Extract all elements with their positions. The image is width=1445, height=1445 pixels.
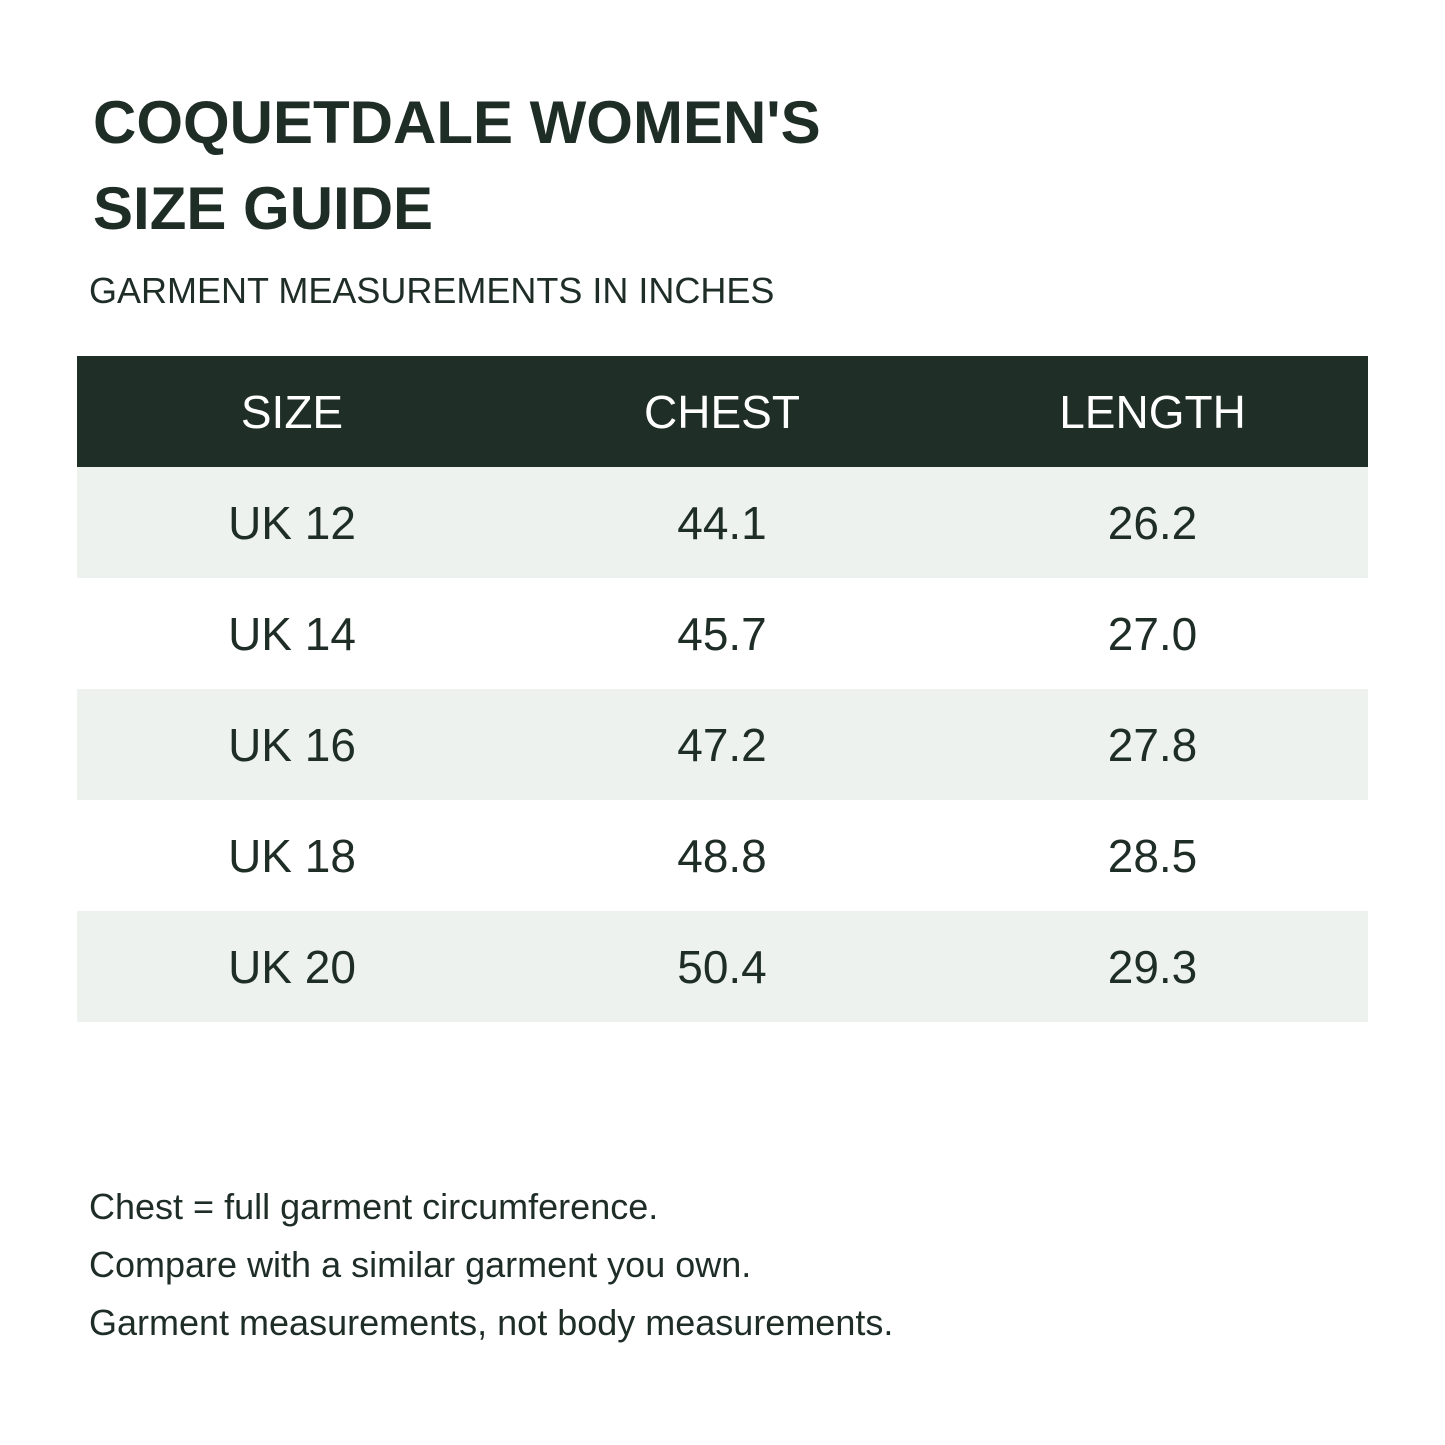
header-length: LENGTH	[937, 356, 1368, 467]
note-garment: Garment measurements, not body measureme…	[89, 1302, 894, 1343]
note-compare: Compare with a similar garment you own.	[89, 1244, 752, 1285]
cell-length: 27.8	[937, 689, 1368, 800]
cell-size: UK 14	[77, 578, 507, 689]
cell-length: 27.0	[937, 578, 1368, 689]
cell-chest: 45.7	[507, 578, 937, 689]
table-header-row: SIZE CHEST LENGTH	[77, 356, 1368, 467]
note-chest: Chest = full garment circumference.	[89, 1186, 659, 1227]
cell-chest: 50.4	[507, 911, 937, 1022]
cell-length: 26.2	[937, 467, 1368, 578]
cell-size: UK 20	[77, 911, 507, 1022]
header-size: SIZE	[77, 356, 507, 467]
cell-size: UK 18	[77, 800, 507, 911]
table-row: UK 16 47.2 27.8	[77, 689, 1368, 800]
cell-length: 29.3	[937, 911, 1368, 1022]
page-title: COQUETDALE WOMEN'S SIZE GUIDE	[93, 80, 821, 252]
table-row: UK 18 48.8 28.5	[77, 800, 1368, 911]
notes-list: Chest = full garment circumference. Comp…	[89, 1178, 893, 1352]
cell-length: 28.5	[937, 800, 1368, 911]
cell-size: UK 12	[77, 467, 507, 578]
table-row: UK 12 44.1 26.2	[77, 467, 1368, 578]
page-subtitle: GARMENT MEASUREMENTS IN INCHES	[89, 270, 775, 311]
title-line-1: COQUETDALE WOMEN'S	[93, 89, 821, 156]
cell-chest: 44.1	[507, 467, 937, 578]
header-chest: CHEST	[507, 356, 937, 467]
cell-size: UK 16	[77, 689, 507, 800]
cell-chest: 48.8	[507, 800, 937, 911]
cell-chest: 47.2	[507, 689, 937, 800]
title-line-2: SIZE GUIDE	[93, 175, 434, 242]
size-table: SIZE CHEST LENGTH UK 12 44.1 26.2 UK 14 …	[77, 356, 1368, 1022]
table-row: UK 14 45.7 27.0	[77, 578, 1368, 689]
table-row: UK 20 50.4 29.3	[77, 911, 1368, 1022]
